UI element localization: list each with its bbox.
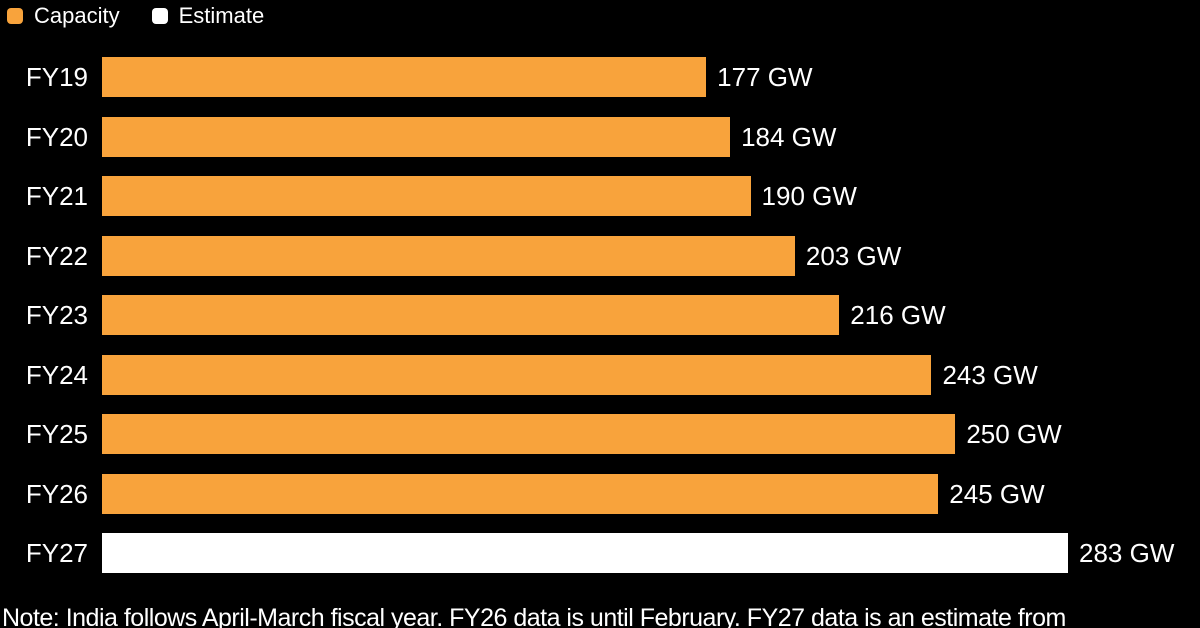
category-label: FY24 (25, 359, 88, 390)
legend-item-capacity: Capacity (7, 3, 120, 29)
value-label: 203 GW (805, 240, 902, 271)
bar-capacity (102, 295, 840, 335)
chart-row: FY19 177 GW (0, 57, 813, 97)
legend-label-estimate: Estimate (178, 3, 265, 28)
bar-capacity (102, 354, 932, 395)
bar-capacity (102, 57, 707, 97)
chart-row: FY23 216 GW (0, 295, 946, 335)
chart-row: FY27 283 GW (0, 533, 1174, 573)
value-label: 190 GW (761, 181, 857, 211)
bar-capacity (102, 473, 939, 514)
chart-row: FY21 190 GW (0, 176, 857, 216)
value-label: 243 GW (942, 359, 1038, 390)
value-label: 250 GW (966, 419, 1062, 449)
legend-swatch-estimate (151, 8, 168, 24)
category-label: FY21 (25, 181, 88, 211)
category-label: FY26 (25, 478, 88, 509)
bar-capacity (102, 116, 731, 157)
value-label: 177 GW (717, 62, 813, 92)
footnote: Note: India follows April-March fiscal y… (2, 604, 1066, 628)
value-label: 184 GW (741, 121, 837, 152)
category-label: FY20 (25, 121, 88, 152)
category-label: FY25 (25, 419, 88, 449)
chart-legend: Capacity Estimate (7, 3, 264, 29)
legend-swatch-capacity (7, 8, 23, 24)
value-label: 283 GW (1079, 538, 1175, 568)
legend-item-estimate: Estimate (151, 3, 265, 29)
chart-row: FY22 203 GW (0, 235, 902, 276)
value-label: 216 GW (850, 300, 946, 330)
bar-capacity (102, 235, 795, 276)
bar-capacity (102, 414, 956, 454)
bar-capacity (102, 176, 751, 216)
category-label: FY23 (25, 300, 88, 330)
chart-row: FY20 184 GW (0, 116, 837, 157)
chart-row: FY24 243 GW (0, 354, 1038, 395)
category-label: FY22 (25, 240, 88, 271)
value-label: 245 GW (949, 478, 1045, 509)
chart-row: FY25 250 GW (0, 414, 1062, 454)
bar-estimate (102, 533, 1068, 573)
legend-label-capacity: Capacity (34, 3, 120, 28)
category-label: FY27 (25, 538, 88, 568)
category-label: FY19 (25, 62, 88, 92)
chart-row: FY26 245 GW (0, 473, 1045, 514)
